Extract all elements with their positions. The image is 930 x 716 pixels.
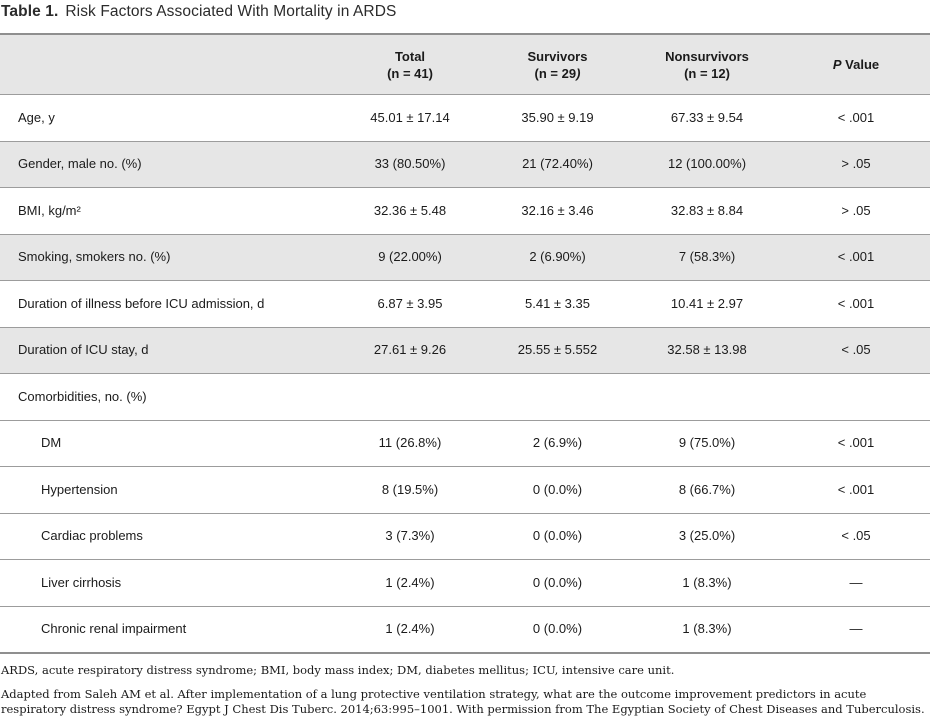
table-title-text: Risk Factors Associated With Mortality i… — [65, 3, 397, 20]
footnotes: ARDS, acute respiratory distress syndrom… — [0, 663, 930, 716]
column-header-p-value: P Value — [832, 57, 880, 72]
cell-label: DM — [41, 435, 62, 451]
cell-total: 6.87 ± 3.95 — [377, 295, 443, 311]
table-row-renal: Chronic renal impairment 1 (2.4%) 0 (0.0… — [0, 605, 930, 652]
cell-total: 11 (26.8%) — [378, 435, 442, 451]
table-row-dm: DM 11 (26.8%) 2 (6.9%) 9 (75.0%) < .001 — [0, 419, 930, 466]
cell-nonsurvivors: 32.83 ± 8.84 — [670, 202, 744, 218]
footnote-abbreviations: ARDS, acute respiratory distress syndrom… — [1, 663, 675, 677]
cell-survivors: 32.16 ± 3.46 — [521, 202, 594, 218]
cell-p-value: — — [849, 574, 863, 590]
cell-label: Gender, male no. (%) — [18, 156, 142, 172]
table-row-cardiac: Cardiac problems 3 (7.3%) 0 (0.0%) 3 (25… — [0, 512, 930, 559]
cell-survivors: 2 (6.90%) — [529, 249, 586, 265]
table-row-bmi: BMI, kg/m² 32.36 ± 5.48 32.16 ± 3.46 32.… — [0, 187, 930, 234]
cell-label: Duration of illness before ICU admission… — [18, 295, 265, 311]
table-row-hypertension: Hypertension 8 (19.5%) 0 (0.0%) 8 (66.7%… — [0, 466, 930, 513]
cell-p-value: < .05 — [841, 528, 871, 544]
cell-label: Chronic renal impairment — [41, 621, 187, 637]
cell-p-value: < .001 — [837, 435, 875, 451]
footnote-source: Adapted from Saleh AM et al. After imple… — [1, 687, 925, 716]
table-row-smoking: Smoking, smokers no. (%) 9 (22.00%) 2 (6… — [0, 233, 930, 280]
cell-label: Hypertension — [41, 481, 118, 497]
cell-total: 32.36 ± 5.48 — [373, 202, 447, 218]
cell-survivors: 0 (0.0%) — [532, 481, 583, 497]
cell-label: Cardiac problems — [41, 528, 143, 544]
cell-total: 9 (22.00%) — [378, 249, 442, 265]
cell-survivors: 35.90 ± 9.19 — [521, 109, 594, 125]
data-table: Total (n = 41) Survivors (n = 29) Nonsur… — [0, 33, 930, 654]
cell-p-value: < .001 — [837, 295, 875, 311]
table-row-liver: Liver cirrhosis 1 (2.4%) 0 (0.0%) 1 (8.3… — [0, 559, 930, 606]
table-row-age: Age, y 45.01 ± 17.14 35.90 ± 9.19 67.33 … — [0, 94, 930, 141]
cell-p-value: > .05 — [841, 156, 871, 172]
table-title: Table 1. Risk Factors Associated With Mor… — [0, 0, 930, 33]
cell-nonsurvivors: 3 (25.0%) — [678, 528, 736, 544]
cell-total: 1 (2.4%) — [385, 574, 435, 590]
cell-p-value: — — [849, 621, 863, 637]
cell-survivors: 0 (0.0%) — [532, 621, 583, 637]
cell-nonsurvivors: 1 (8.3%) — [682, 574, 732, 590]
cell-p-value: < .001 — [837, 249, 875, 265]
cell-nonsurvivors: 10.41 ± 2.97 — [670, 295, 744, 311]
cell-label: Smoking, smokers no. (%) — [18, 249, 171, 265]
cell-total: 1 (2.4%) — [385, 621, 435, 637]
table-row-gender: Gender, male no. (%) 33 (80.50%) 21 (72.… — [0, 140, 930, 187]
cell-total: 3 (7.3%) — [385, 528, 435, 544]
cell-label: Liver cirrhosis — [41, 574, 122, 590]
cell-nonsurvivors: 8 (66.7%) — [678, 481, 736, 497]
table-row-duration-icu: Duration of ICU stay, d 27.61 ± 9.26 25.… — [0, 326, 930, 373]
cell-total: 33 (80.50%) — [374, 156, 446, 172]
cell-p-value: < .001 — [837, 109, 875, 125]
cell-nonsurvivors: 1 (8.3%) — [682, 621, 732, 637]
cell-nonsurvivors: 32.58 ± 13.98 — [667, 342, 747, 358]
cell-label: Age, y — [18, 109, 55, 125]
cell-label: Duration of ICU stay, d — [18, 342, 149, 358]
cell-p-value: < .001 — [837, 481, 875, 497]
cell-total: 45.01 ± 17.14 — [370, 109, 450, 125]
column-header-survivors: Survivors (n = 29) — [527, 48, 588, 81]
table-row-duration-illness: Duration of illness before ICU admission… — [0, 280, 930, 327]
cell-p-value: < .05 — [841, 342, 871, 358]
cell-survivors: 21 (72.40%) — [522, 156, 593, 172]
cell-total: 8 (19.5%) — [381, 481, 439, 497]
cell-survivors: 0 (0.0%) — [532, 528, 583, 544]
cell-survivors: 5.41 ± 3.35 — [525, 295, 590, 311]
cell-nonsurvivors: 67.33 ± 9.54 — [670, 109, 744, 125]
table-row-comorbidities-header: Comorbidities, no. (%) — [0, 373, 930, 420]
cell-survivors: 0 (0.0%) — [532, 574, 583, 590]
table-number: Table 1. — [1, 3, 59, 20]
cell-p-value: > .05 — [841, 202, 871, 218]
cell-label: Comorbidities, no. (%) — [18, 388, 147, 404]
cell-nonsurvivors: 12 (100.00%) — [667, 156, 747, 172]
cell-label: BMI, kg/m² — [18, 202, 81, 218]
cell-total: 27.61 ± 9.26 — [373, 342, 447, 358]
cell-nonsurvivors: 7 (58.3%) — [678, 249, 736, 265]
table-header-row: Total (n = 41) Survivors (n = 29) Nonsur… — [0, 35, 930, 94]
cell-survivors: 25.55 ± 5.552 — [517, 342, 598, 358]
cell-survivors: 2 (6.9%) — [532, 435, 583, 451]
column-header-nonsurvivors: Nonsurvivors (n = 12) — [665, 48, 749, 81]
cell-nonsurvivors: 9 (75.0%) — [678, 435, 736, 451]
column-header-total: Total (n = 41) — [387, 48, 433, 81]
